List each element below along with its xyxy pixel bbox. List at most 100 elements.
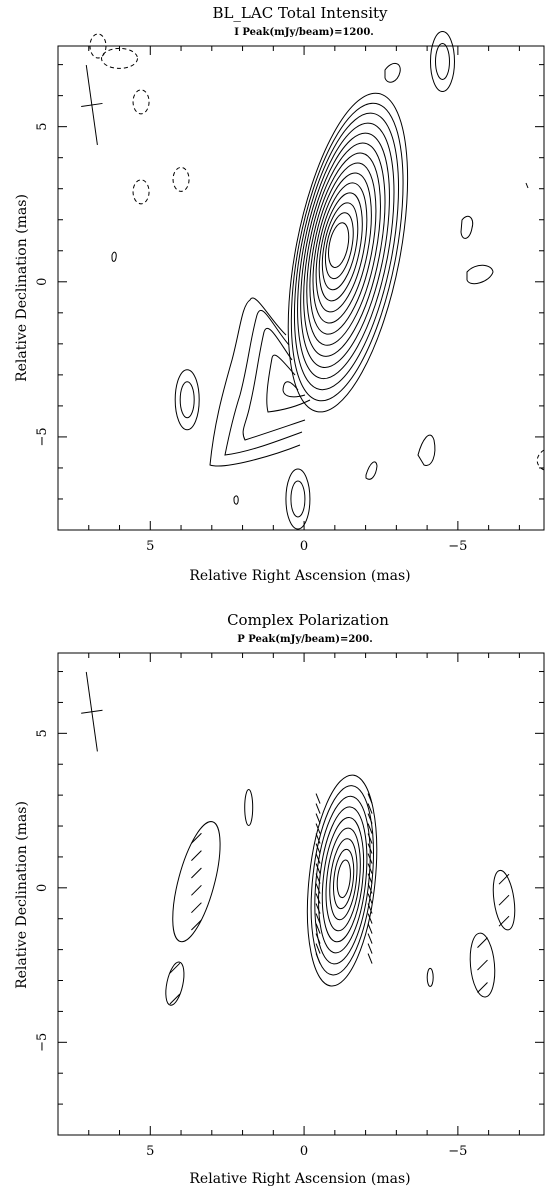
evpa-vector <box>367 873 373 884</box>
core-contour <box>318 192 363 302</box>
evpa-vector <box>315 833 321 844</box>
intensity-contours <box>209 297 311 467</box>
noise-contour <box>417 434 436 466</box>
evpa-vector <box>477 959 488 971</box>
beam-symbol <box>81 64 103 145</box>
core-contour <box>329 838 358 921</box>
evpa-vector <box>367 813 373 824</box>
y-tick-label: 0 <box>35 884 50 892</box>
evpa-vector <box>367 863 373 874</box>
evpa-vector <box>315 953 321 964</box>
evpa-vector <box>315 923 321 934</box>
tick-labels: 5 0 −5 5 0 −5 <box>35 123 467 554</box>
polarized-component <box>469 932 496 998</box>
evpa-vector <box>315 903 321 914</box>
evpa-vector <box>169 993 181 1005</box>
x-tick-label: 0 <box>300 1144 308 1159</box>
noise-contour <box>460 215 474 239</box>
y-tick-label: 5 <box>35 729 50 737</box>
component-contour <box>179 381 195 419</box>
beam-symbol <box>81 671 103 752</box>
polarized-component <box>492 869 516 931</box>
evpa-vector <box>367 923 373 934</box>
core-contour <box>303 142 386 357</box>
x-tick-label: −5 <box>448 539 467 554</box>
noise-contour <box>536 449 545 471</box>
evpa-vector <box>191 832 202 844</box>
polarized-component <box>172 821 221 943</box>
evpa-vectors <box>169 793 510 1005</box>
y-tick-label: 5 <box>35 123 50 131</box>
y-axis-label: Relative Declination (mas) <box>14 801 30 989</box>
component-contour <box>290 480 306 518</box>
evpa-vector <box>367 853 373 864</box>
evpa-vector <box>367 823 373 834</box>
evpa-vector <box>191 902 202 914</box>
evpa-vector <box>191 919 202 931</box>
evpa-vector <box>169 962 181 974</box>
component-contour <box>429 31 455 93</box>
core-contour <box>328 222 350 269</box>
x-tick-label: 5 <box>146 539 154 554</box>
evpa-vector <box>367 953 373 964</box>
core-contour <box>336 859 351 899</box>
polarized-component <box>165 961 185 1006</box>
core-contour <box>306 152 381 346</box>
jet-extension-contour <box>282 381 306 398</box>
noise-contour <box>384 63 401 83</box>
negative-contour <box>132 89 150 115</box>
core-contour <box>290 102 404 402</box>
core-contour <box>314 795 371 965</box>
chart-subtitle: P Peak(mJy/beam)=200. <box>237 634 372 645</box>
core-contour <box>287 92 409 413</box>
chart-subtitle: I Peak(mJy/beam)=1200. <box>234 27 374 38</box>
negative-contours <box>89 33 190 205</box>
evpa-vector <box>477 982 488 993</box>
evpa-vector <box>191 850 202 861</box>
x-tick-label: −5 <box>448 1144 467 1159</box>
evpa-vector <box>367 933 373 944</box>
tick-labels: 5 0 −5 5 0 −5 <box>35 729 467 1159</box>
core-contours <box>306 774 378 987</box>
jet-extension-contour <box>266 354 311 413</box>
core-contour <box>325 827 361 932</box>
secondary-components <box>174 31 455 530</box>
evpa-vector <box>315 793 321 804</box>
core-contour <box>300 132 390 368</box>
core-contour <box>293 112 400 391</box>
evpa-vector <box>315 843 321 854</box>
evpa-vector <box>367 793 373 804</box>
noise-contour <box>525 182 529 189</box>
evpa-vector <box>498 915 510 927</box>
evpa-vector <box>315 873 321 884</box>
evpa-vector <box>315 893 321 904</box>
evpa-vector <box>498 873 510 885</box>
core-contour <box>333 848 355 910</box>
y-tick-label: −5 <box>35 1033 50 1052</box>
x-tick-label: 0 <box>300 539 308 554</box>
evpa-vector <box>315 823 321 834</box>
core-contour <box>306 774 378 987</box>
beam-minor-axis <box>81 709 103 714</box>
negative-contour <box>89 33 107 59</box>
negative-contour <box>101 47 139 69</box>
evpa-vector <box>191 884 202 896</box>
x-axis-label: Relative Right Ascension (mas) <box>189 568 410 584</box>
y-axis-label: Relative Declination (mas) <box>14 194 30 382</box>
evpa-vector <box>315 803 321 814</box>
evpa-vector <box>367 893 373 904</box>
evpa-vector <box>367 913 373 924</box>
noise-contours <box>111 63 545 505</box>
evpa-vector <box>367 903 373 914</box>
core-contour <box>315 182 368 313</box>
noise-contour <box>233 495 239 505</box>
evpa-vector <box>315 943 321 954</box>
core-contour <box>297 122 395 380</box>
polarized-component <box>244 788 254 826</box>
core-contour <box>324 212 354 280</box>
evpa-vector <box>367 843 373 854</box>
core-contour <box>312 172 372 324</box>
negative-contour <box>172 166 190 192</box>
evpa-vector <box>367 943 373 954</box>
polarization-panel: Complex Polarization P Peak(mJy/beam)=20… <box>14 611 545 1187</box>
